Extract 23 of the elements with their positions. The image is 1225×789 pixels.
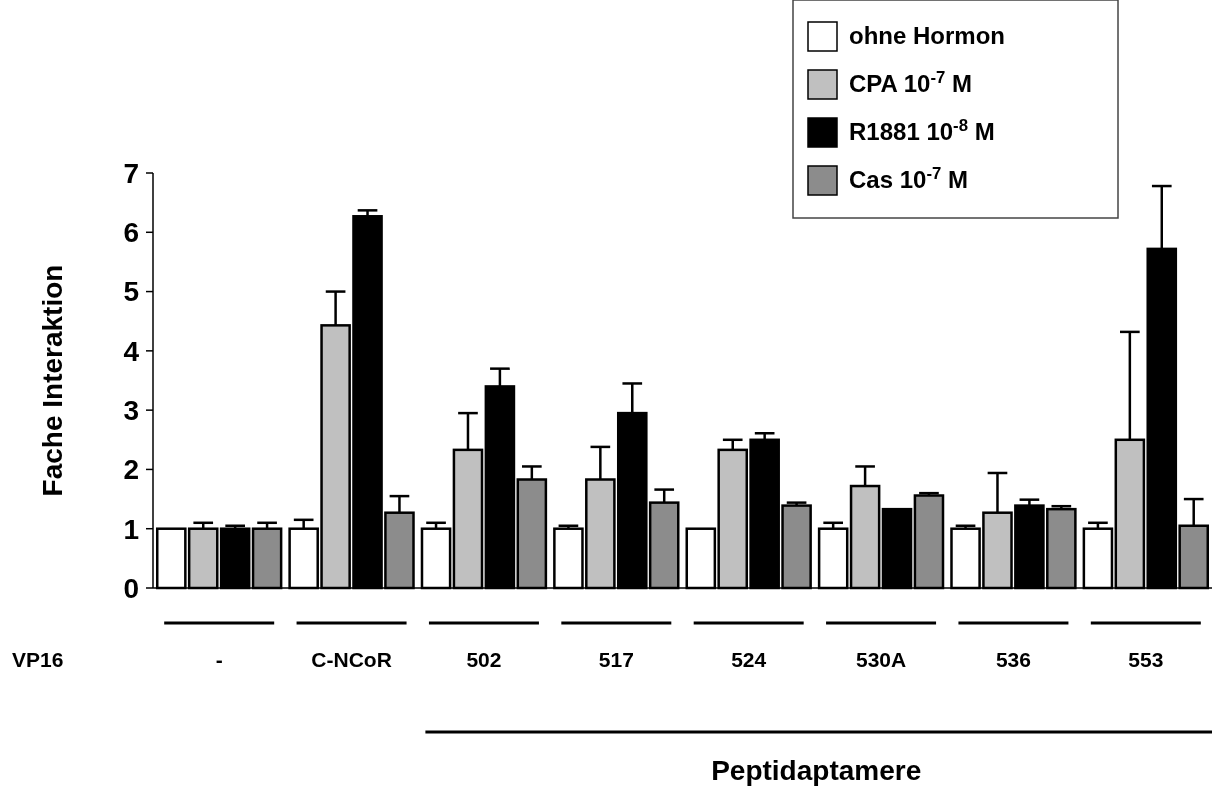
x-tick-label: 502 bbox=[466, 648, 502, 672]
legend-label: CPA 10$^{-7}$ M bbox=[849, 67, 972, 98]
text: Peptidaptamere bbox=[711, 754, 922, 786]
y-tick-label: 6 bbox=[123, 217, 139, 249]
legend-label: R1881 10$^{-8}$ M bbox=[849, 115, 995, 146]
y-tick-label: 0 bbox=[123, 572, 139, 604]
y-tick-label: 7 bbox=[123, 157, 139, 189]
y-axis-title: Fache Interaktion bbox=[37, 264, 68, 497]
y-tick-label: 4 bbox=[123, 335, 140, 367]
x-tick-label: 553 bbox=[1128, 648, 1164, 672]
x-tick-label: 524 bbox=[731, 648, 767, 672]
x-tick-label: 536 bbox=[995, 648, 1031, 672]
x-tick-label: C-NCoR bbox=[311, 648, 392, 672]
legend-label: Cas 10$^{-7}$ M bbox=[849, 163, 968, 194]
x-tick-label: - bbox=[215, 648, 223, 672]
legend-label: ohne Hormon bbox=[849, 22, 1005, 50]
text: VP16 bbox=[12, 648, 64, 672]
x-tick-label: 530A bbox=[855, 648, 907, 672]
y-tick-label: 3 bbox=[123, 394, 139, 426]
y-tick-label: 1 bbox=[123, 513, 139, 545]
y-tick-label: 2 bbox=[123, 454, 139, 486]
x-tick-label: 517 bbox=[598, 648, 634, 672]
y-tick-label: 5 bbox=[123, 276, 139, 308]
